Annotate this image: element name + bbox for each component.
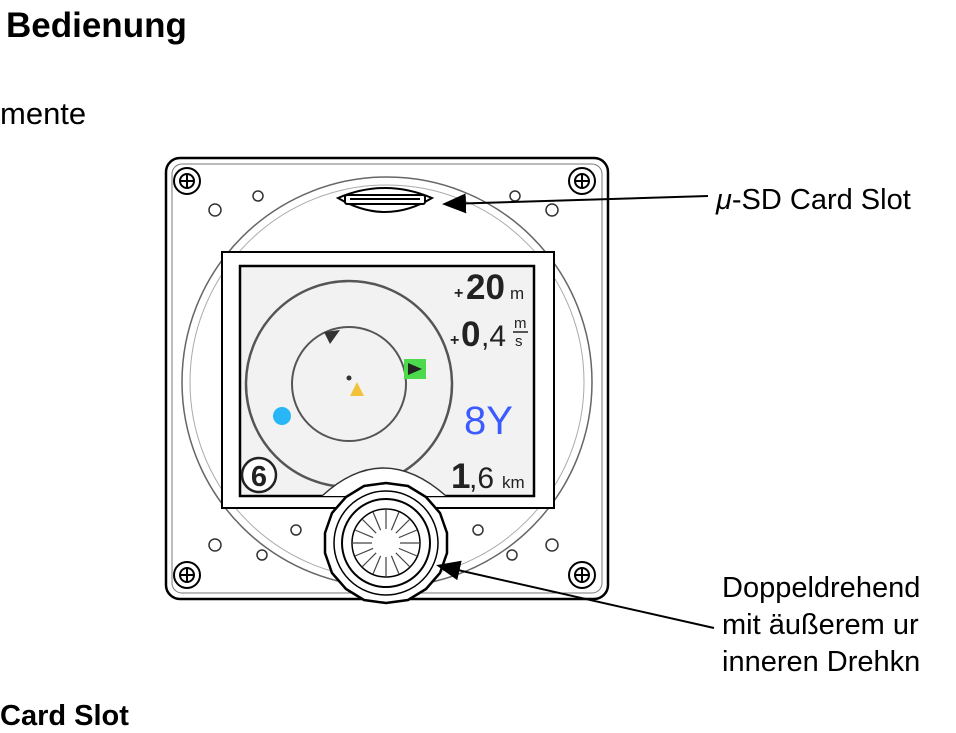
distance-value-dec: ,6 [469, 462, 494, 495]
screw-icon [568, 167, 596, 195]
distance-unit: km [502, 473, 525, 492]
lcd-screen [238, 264, 536, 498]
knob-label: Doppeldrehend mit äußerem ur inneren Dre… [722, 570, 920, 681]
bottom-section-title: Card Slot [0, 700, 129, 732]
thermal-dot-icon [273, 407, 291, 425]
knob-label-line-1: Doppeldrehend [722, 572, 921, 604]
sd-card-callout-arrow [442, 193, 709, 214]
screw-icon [173, 561, 201, 589]
vario-value-dec: ,4 [481, 320, 506, 353]
sd-card-slot[interactable] [335, 187, 435, 213]
wind-arrow-icon [324, 330, 340, 344]
section-title: Bedienung [6, 6, 187, 45]
rotary-knob[interactable] [323, 481, 449, 605]
altitude-value: 20 [466, 268, 505, 307]
counter-badge [240, 456, 278, 494]
mounting-holes [208, 190, 559, 561]
knob-callout-arrow [436, 560, 715, 629]
vario-value-int: 0 [461, 315, 480, 354]
center-dot [346, 375, 352, 381]
altitude-unit: m [510, 284, 524, 303]
counter-value: 6 [251, 461, 267, 493]
screw-icon [173, 167, 201, 195]
micro-symbol: μ [716, 184, 732, 216]
sd-card-slot-label: μ-SD Card Slot [716, 184, 911, 217]
knob-label-line-2: mit äußerem ur [722, 609, 919, 641]
aircraft-marker-icon [350, 382, 364, 396]
vario-unit-bottom: s [515, 333, 523, 350]
inner-range-circle [291, 326, 407, 442]
knob-label-line-3: inneren Drehkn [722, 646, 921, 678]
knob-center [372, 529, 400, 557]
waypoint-id: 8Y [464, 399, 513, 443]
sd-card-slot-text: -SD Card Slot [731, 184, 911, 216]
waypoint-pointer-icon [408, 363, 422, 375]
vario-unit-top: m [514, 315, 527, 332]
vario-sign: + [450, 332, 459, 349]
screw-icon [568, 561, 596, 589]
altitude-sign: + [454, 285, 463, 302]
distance-value-int: 1 [451, 457, 470, 496]
subsection-title: mente [0, 96, 87, 131]
